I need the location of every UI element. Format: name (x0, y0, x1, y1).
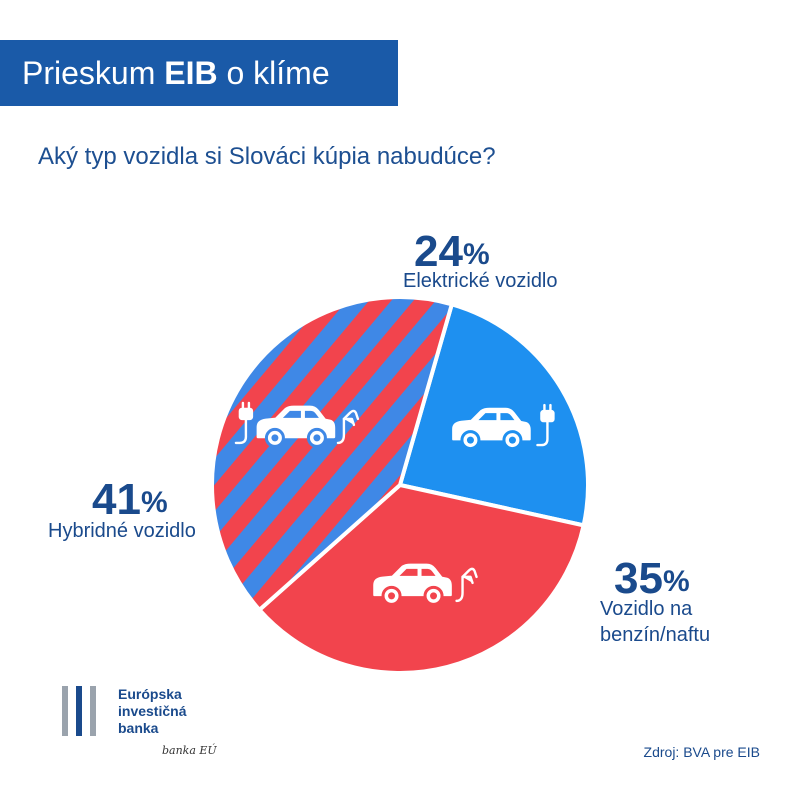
eib-logo-icon (62, 686, 96, 736)
eib-logo-text: Európska investičná banka (118, 686, 187, 736)
source-note: Zdroj: BVA pre EIB (643, 744, 760, 760)
label-hybrid: Hybridné vozidlo (48, 520, 196, 542)
electric-car-icon (452, 403, 555, 451)
survey-banner: Prieskum EIB o klíme (0, 40, 398, 106)
banner-title-bold: EIB (164, 55, 218, 91)
pie-slice-hybrid (210, 295, 454, 612)
petrol-car-icon (373, 563, 478, 606)
pct-electric: 24% (414, 227, 490, 276)
label-petrol-line2: benzín/naftu (600, 624, 711, 646)
banner-title-pre: Prieskum (22, 55, 165, 91)
pct-petrol: 35% (614, 554, 690, 603)
chart-question: Aký typ vozidla si Slováci kúpia nabudúc… (38, 143, 496, 170)
pct-hybrid: 41% (92, 475, 168, 524)
label-electric: Elektrické vozidlo (403, 270, 558, 292)
banner-title-post: o klíme (217, 55, 330, 91)
hybrid-car-icon (234, 401, 360, 448)
label-petrol-line1: Vozidlo na (600, 598, 693, 620)
eib-tagline: banka EÚ (162, 744, 217, 757)
